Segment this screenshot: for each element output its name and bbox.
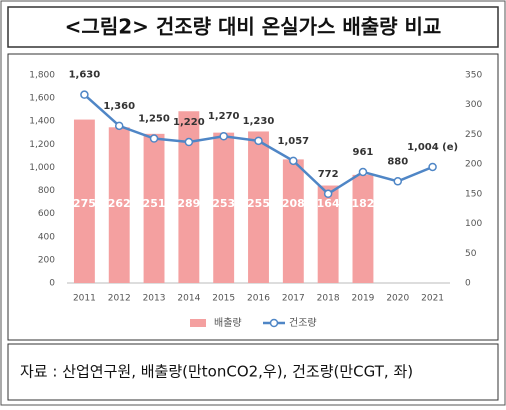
legend-swatch <box>190 319 206 327</box>
bar-label: 164 <box>317 197 340 210</box>
y-tick-label: 600 <box>38 209 55 219</box>
source: 자료 : 산업연구원, 배출량(만tonCO2,우), 건조량(만CGT, 좌) <box>20 363 413 381</box>
x-tick-label: 2015 <box>212 294 235 304</box>
y-tick-label: 1,400 <box>29 117 55 127</box>
point-label: 1,230 <box>243 116 275 127</box>
x-tick-label: 2019 <box>352 294 375 304</box>
bar-label: 275 <box>73 197 96 210</box>
source-box <box>7 343 499 401</box>
marker <box>393 177 403 186</box>
title: <그림2> 건조량 대비 온실가스 배출량 비교 <box>65 15 442 39</box>
bar-label: 253 <box>212 197 235 210</box>
y-tick-label: 400 <box>38 232 55 242</box>
bar <box>248 131 269 283</box>
point-label: 1,057 <box>277 136 309 147</box>
point-label: 1,220 <box>173 117 205 128</box>
point-label: 961 <box>353 147 374 158</box>
y-tick-label: 1,000 <box>29 163 55 173</box>
bar-label: 251 <box>143 197 166 210</box>
x-tick-label: 2017 <box>282 294 305 304</box>
bar-label: 262 <box>108 197 131 210</box>
y2-tick-label: 350 <box>465 71 482 81</box>
marker <box>428 162 437 172</box>
point-label: 1,250 <box>138 114 170 125</box>
bar-label: 289 <box>177 197 200 210</box>
marker <box>149 134 159 143</box>
y-tick-label: 1,200 <box>29 140 55 150</box>
bar <box>213 132 235 283</box>
point-label: 1,270 <box>208 111 240 122</box>
legend-label: 배출량 <box>214 317 242 329</box>
y-tick-label: 1,600 <box>29 94 55 104</box>
y-tick-label: 1,800 <box>29 71 55 81</box>
bar <box>282 159 304 283</box>
marker <box>80 90 89 99</box>
title-box <box>7 6 499 48</box>
marker <box>323 189 333 199</box>
y2-tick-label: 150 <box>465 189 482 199</box>
legend-marker <box>269 318 279 328</box>
bar <box>143 133 165 283</box>
bar <box>73 119 95 283</box>
bar <box>317 185 339 283</box>
marker <box>114 121 124 131</box>
marker <box>254 136 263 146</box>
bar <box>352 174 374 283</box>
y2-tick-label: 50 <box>465 249 477 259</box>
point-label: 1,630 <box>69 70 101 81</box>
x-tick-label: 2018 <box>317 294 340 304</box>
x-tick-label: 2011 <box>73 294 96 304</box>
point-label: 1,360 <box>103 101 135 112</box>
bar <box>108 127 130 283</box>
point-label: 1,004 (e) <box>407 142 458 153</box>
bar-label: 255 <box>247 197 270 210</box>
y2-tick-label: 0 <box>465 279 471 289</box>
x-tick-label: 2012 <box>108 294 131 304</box>
y-tick-label: 0 <box>49 279 55 289</box>
y2-tick-label: 250 <box>465 130 482 140</box>
y2-tick-label: 100 <box>465 219 482 229</box>
legend-label: 건조량 <box>289 317 317 329</box>
x-tick-label: 2014 <box>177 294 200 304</box>
bar <box>178 111 200 283</box>
y-tick-label: 800 <box>38 186 55 196</box>
y-tick-label: 200 <box>38 255 55 265</box>
y2-tick-label: 300 <box>465 100 482 110</box>
marker <box>358 167 368 177</box>
y2-tick-label: 200 <box>465 160 482 170</box>
point-label: 880 <box>387 156 408 167</box>
marker <box>184 137 194 147</box>
marker <box>289 156 298 166</box>
x-tick-label: 2016 <box>247 294 270 304</box>
x-tick-label: 2013 <box>143 294 166 304</box>
bar-label: 182 <box>351 197 374 210</box>
bar-label: 208 <box>282 197 305 210</box>
x-tick-label: 2021 <box>421 294 444 304</box>
marker <box>219 131 228 141</box>
point-label: 772 <box>318 169 339 180</box>
x-tick-label: 2020 <box>386 294 409 304</box>
